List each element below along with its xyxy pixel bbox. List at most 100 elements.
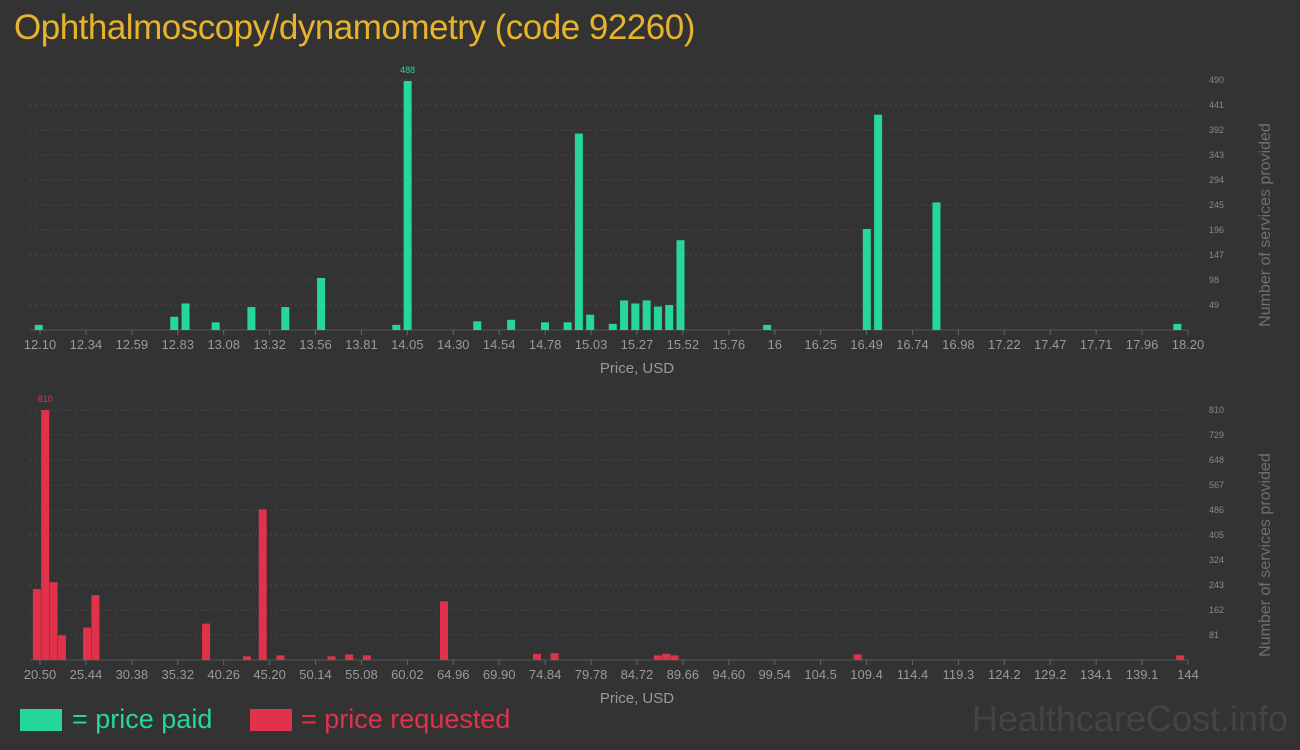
paid-x-tick-label: 12.34 (70, 337, 103, 352)
requested-x-tick-label: 60.02 (391, 667, 424, 682)
requested-x-tick-label: 25.44 (70, 667, 103, 682)
requested-x-tick-label: 55.08 (345, 667, 378, 682)
paid-bar (211, 322, 220, 330)
paid-bar (653, 306, 662, 330)
paid-bar (541, 322, 550, 330)
requested-y-tick-label: 81 (1209, 630, 1219, 640)
paid-x-tick-label: 12.59 (116, 337, 149, 352)
paid-x-tick-label: 17.96 (1126, 337, 1159, 352)
paid-x-tick-label: 18.20 (1172, 337, 1205, 352)
paid-bar (392, 324, 401, 330)
paid-bar (507, 319, 516, 330)
requested-x-tick-label: 50.14 (299, 667, 332, 682)
paid-x-tick-label: 16.49 (850, 337, 883, 352)
requested-y-tick-label: 324 (1209, 555, 1224, 565)
requested-bar (57, 635, 66, 660)
requested-x-tick-label: 20.50 (24, 667, 57, 682)
paid-x-tick-label: 14.30 (437, 337, 470, 352)
paid-x-tick-label: 15.27 (621, 337, 654, 352)
paid-bar (170, 316, 179, 330)
requested-x-tick-label: 30.38 (116, 667, 149, 682)
paid-x-tick-label: 17.22 (988, 337, 1021, 352)
paid-y-tick-label: 490 (1209, 75, 1224, 85)
paid-y-axis-label: Number of services provided (1257, 123, 1274, 327)
paid-y-tick-label: 196 (1209, 225, 1224, 235)
paid-bar (862, 228, 871, 330)
paid-bar (1173, 323, 1182, 330)
paid-x-tick-label: 13.08 (207, 337, 240, 352)
paid-x-tick-label: 16.25 (804, 337, 837, 352)
requested-y-tick-label: 729 (1209, 430, 1224, 440)
paid-bar (631, 303, 640, 330)
requested-x-tick-label: 84.72 (621, 667, 654, 682)
requested-bar (853, 654, 862, 660)
paid-x-tick-label: 15.52 (667, 337, 700, 352)
legend-label-requested: = price requested (301, 704, 511, 734)
paid-y-tick-label: 294 (1209, 175, 1224, 185)
paid-x-tick-label: 16.98 (942, 337, 975, 352)
requested-bar (345, 654, 354, 660)
paid-x-tick-label: 13.32 (253, 337, 286, 352)
paid-x-tick-label: 14.54 (483, 337, 516, 352)
requested-bar (440, 601, 449, 660)
requested-x-tick-label: 94.60 (713, 667, 746, 682)
requested-x-axis-label: Price, USD (600, 690, 674, 707)
paid-y-tick-label: 392 (1209, 125, 1224, 135)
paid-bar (586, 314, 595, 330)
requested-y-tick-label: 810 (1209, 405, 1224, 415)
requested-y-tick-label: 162 (1209, 605, 1224, 615)
requested-bar (41, 410, 50, 660)
paid-x-tick-label: 15.76 (713, 337, 746, 352)
paid-y-tick-label: 147 (1209, 250, 1224, 260)
paid-x-tick-label: 12.10 (24, 337, 57, 352)
paid-bar (608, 323, 617, 330)
paid-x-tick-label: 16.74 (896, 337, 929, 352)
paid-bar (317, 277, 326, 330)
paid-x-tick-label: 14.05 (391, 337, 424, 352)
paid-bar (932, 202, 941, 330)
paid-x-tick-label: 12.83 (161, 337, 194, 352)
paid-x-tick-label: 17.47 (1034, 337, 1067, 352)
paid-bar (473, 321, 482, 330)
requested-bar (653, 655, 662, 660)
watermark: HealthcareCost.info (971, 698, 1288, 739)
paid-bar (763, 324, 772, 330)
requested-x-tick-label: 79.78 (575, 667, 608, 682)
requested-y-tick-label: 243 (1209, 580, 1224, 590)
paid-x-axis-label: Price, USD (600, 360, 674, 377)
requested-x-tick-label: 119.3 (943, 667, 975, 682)
paid-bar (642, 300, 651, 330)
requested-y-tick-label: 405 (1209, 530, 1224, 540)
paid-y-tick-label: 343 (1209, 150, 1224, 160)
paid-y-tick-label: 245 (1209, 200, 1224, 210)
requested-bar (276, 655, 285, 660)
requested-x-tick-label: 45.20 (253, 667, 286, 682)
requested-bar (258, 509, 267, 660)
paid-bar (403, 81, 412, 330)
paid-max-label: 488 (400, 65, 415, 75)
requested-x-tick-label: 64.96 (437, 667, 470, 682)
requested-x-tick-label: 40.26 (207, 667, 240, 682)
paid-bar (247, 307, 256, 330)
requested-x-tick-label: 114.4 (897, 667, 929, 682)
requested-x-tick-label: 35.32 (161, 667, 194, 682)
paid-bar (676, 240, 685, 330)
paid-y-tick-label: 98 (1209, 275, 1219, 285)
requested-bar (83, 627, 92, 660)
requested-bar (49, 582, 58, 660)
requested-bar (32, 589, 41, 660)
requested-bar (662, 653, 671, 660)
requested-y-tick-label: 567 (1209, 480, 1224, 490)
requested-bar (670, 655, 679, 660)
requested-bar (202, 623, 211, 660)
requested-bar (327, 656, 336, 660)
requested-x-tick-label: 144 (1177, 667, 1199, 682)
legend-label-paid: = price paid (72, 704, 213, 734)
requested-x-tick-label: 69.90 (483, 667, 516, 682)
requested-y-tick-label: 648 (1209, 455, 1224, 465)
requested-bar (532, 653, 541, 660)
paid-bar (281, 307, 290, 330)
requested-x-tick-label: 134.1 (1080, 667, 1113, 682)
paid-y-tick-label: 441 (1209, 100, 1224, 110)
requested-y-axis-label: Number of services provided (1257, 453, 1274, 657)
